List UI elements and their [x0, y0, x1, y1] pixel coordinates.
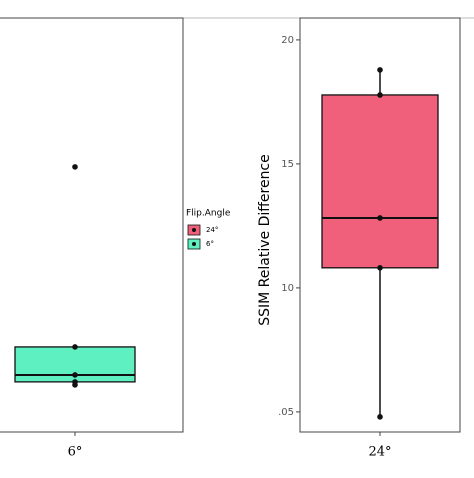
- y-tick-label: 10: [281, 283, 294, 294]
- point: [377, 265, 383, 271]
- legend-label: 24°: [206, 226, 218, 234]
- legend-label: 6°: [206, 240, 214, 248]
- point: [377, 414, 383, 420]
- panel-left: [0, 17, 184, 433]
- point: [377, 215, 383, 221]
- y-axis-label: SSIM Relative Difference: [257, 154, 273, 326]
- y-tick-label: .05: [278, 407, 294, 418]
- point: [377, 92, 383, 98]
- y-tick-label: 15: [281, 159, 294, 170]
- point: [72, 344, 78, 350]
- point: [377, 67, 383, 73]
- point: [72, 382, 78, 388]
- legend-title: Flip.Angle: [186, 209, 231, 219]
- point: [72, 372, 78, 378]
- x-tick-label: 6°: [68, 445, 83, 460]
- y-tick-label: 20: [281, 35, 294, 46]
- point: [72, 164, 78, 170]
- legend-dot: [192, 228, 196, 232]
- legend-dot: [192, 242, 196, 246]
- x-tick-label: 24°: [368, 445, 391, 460]
- box: [321, 94, 439, 269]
